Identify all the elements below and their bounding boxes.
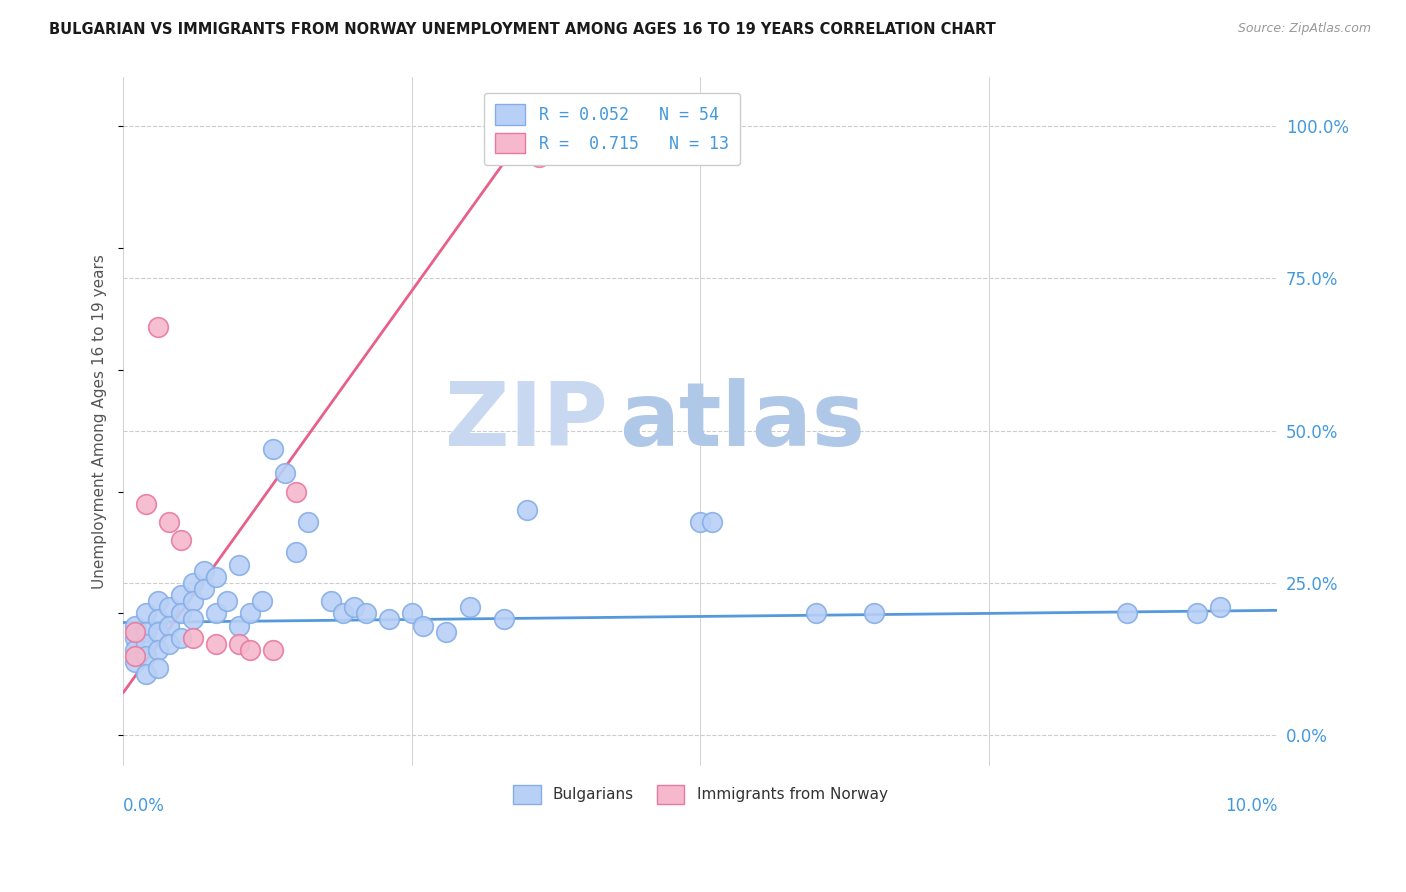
Point	[862, 607, 884, 621]
Point	[170, 533, 193, 548]
Text: Source: ZipAtlas.com: Source: ZipAtlas.com	[1237, 22, 1371, 36]
Point	[124, 618, 146, 632]
Text: 0.0%: 0.0%	[124, 797, 165, 814]
Point	[159, 637, 181, 651]
Point	[378, 612, 401, 626]
Point	[146, 594, 169, 608]
Point	[262, 643, 284, 657]
Point	[239, 643, 262, 657]
Point	[516, 503, 538, 517]
Point	[297, 515, 319, 529]
Point	[332, 607, 354, 621]
Point	[146, 661, 169, 675]
Point	[262, 442, 284, 456]
Point	[181, 576, 204, 591]
Text: atlas: atlas	[620, 378, 866, 465]
Point	[170, 607, 193, 621]
Point	[354, 607, 377, 621]
Point	[193, 564, 215, 578]
Point	[804, 607, 827, 621]
Point	[228, 558, 250, 572]
Text: 10.0%: 10.0%	[1225, 797, 1278, 814]
Point	[159, 618, 181, 632]
Point	[159, 515, 181, 529]
Point	[319, 594, 342, 608]
Point	[135, 607, 157, 621]
Y-axis label: Unemployment Among Ages 16 to 19 years: Unemployment Among Ages 16 to 19 years	[93, 254, 107, 589]
Point	[285, 545, 308, 559]
Point	[135, 648, 157, 663]
Point	[527, 150, 550, 164]
Point	[170, 631, 193, 645]
Point	[181, 612, 204, 626]
Point	[181, 631, 204, 645]
Point	[146, 643, 169, 657]
Point	[436, 624, 458, 639]
Point	[193, 582, 215, 596]
Point	[135, 667, 157, 681]
Text: ZIP: ZIP	[446, 378, 607, 465]
Point	[146, 320, 169, 334]
Point	[239, 607, 262, 621]
Point	[285, 484, 308, 499]
Point	[135, 624, 157, 639]
Point	[170, 588, 193, 602]
Point	[124, 655, 146, 669]
Point	[146, 612, 169, 626]
Point	[124, 643, 146, 657]
Point	[343, 600, 366, 615]
Point	[159, 600, 181, 615]
Text: BULGARIAN VS IMMIGRANTS FROM NORWAY UNEMPLOYMENT AMONG AGES 16 TO 19 YEARS CORRE: BULGARIAN VS IMMIGRANTS FROM NORWAY UNEM…	[49, 22, 995, 37]
Point	[250, 594, 273, 608]
Point	[1185, 607, 1208, 621]
Point	[689, 515, 711, 529]
Point	[1116, 607, 1139, 621]
Point	[181, 594, 204, 608]
Point	[700, 515, 723, 529]
Point	[228, 618, 250, 632]
Point	[228, 637, 250, 651]
Legend: Bulgarians, Immigrants from Norway: Bulgarians, Immigrants from Norway	[508, 779, 894, 810]
Point	[458, 600, 481, 615]
Point	[135, 637, 157, 651]
Point	[124, 631, 146, 645]
Point	[135, 497, 157, 511]
Point	[274, 467, 297, 481]
Point	[124, 648, 146, 663]
Point	[204, 607, 226, 621]
Point	[494, 612, 516, 626]
Point	[204, 570, 226, 584]
Point	[124, 624, 146, 639]
Point	[412, 618, 434, 632]
Point	[204, 637, 226, 651]
Point	[146, 624, 169, 639]
Point	[217, 594, 239, 608]
Point	[1209, 600, 1232, 615]
Point	[401, 607, 423, 621]
